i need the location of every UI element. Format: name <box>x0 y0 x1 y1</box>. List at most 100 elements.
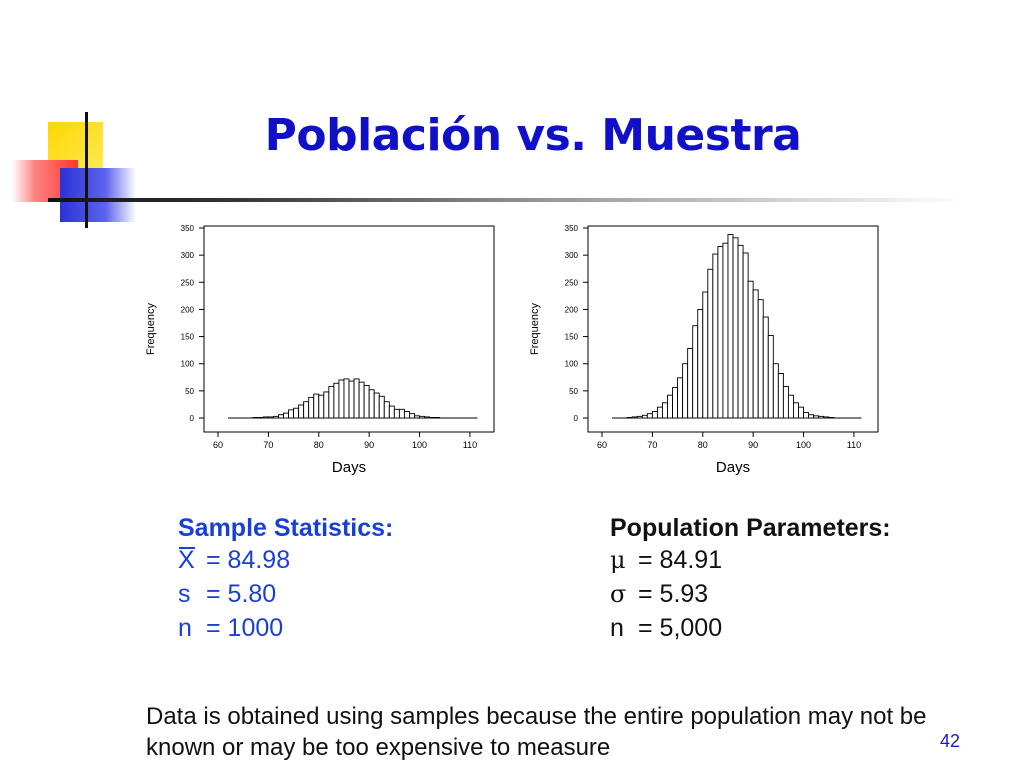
sample-sd-row: s = 5.80 <box>178 577 393 611</box>
sample-histogram: 0 50 100 150 200 250 300 350 60 70 80 90 100 110 Days F… <box>145 224 495 476</box>
x-tick-label: 100 <box>796 440 811 450</box>
histogram-bar <box>267 416 274 419</box>
histogram-bar <box>803 412 810 419</box>
histogram-bar <box>303 401 310 419</box>
histogram-bar <box>823 416 830 419</box>
y-tick-label: 100 <box>565 360 579 369</box>
histogram-bar <box>403 411 410 419</box>
sigma-symbol: σ <box>610 580 627 608</box>
histogram-bar <box>631 416 638 419</box>
y-tick-label: 350 <box>181 224 195 233</box>
x-tick-label: 80 <box>314 440 324 450</box>
y-tick-label: 250 <box>565 278 579 287</box>
histogram-bar <box>298 404 305 419</box>
x-bar-symbol: X <box>178 543 206 577</box>
histogram-bar <box>651 411 658 419</box>
histogram-bar <box>667 394 673 419</box>
histogram-bar <box>808 414 815 419</box>
y-tick-label: 100 <box>181 360 195 369</box>
histogram-bar <box>429 417 436 419</box>
histogram-bar <box>772 363 779 419</box>
histogram-bar <box>348 380 355 419</box>
histogram-bar <box>636 415 643 419</box>
histogram-bar <box>707 268 714 419</box>
y-tick-label: 0 <box>190 414 195 423</box>
y-tick-label: 200 <box>565 305 579 314</box>
histogram-bar <box>368 389 375 419</box>
histogram-bar <box>419 415 426 419</box>
histogram-bar <box>777 373 784 419</box>
histogram-bar <box>323 391 330 419</box>
histogram-bar <box>793 402 799 419</box>
histogram-bar <box>641 414 648 419</box>
y-tick-label: 0 <box>574 414 579 423</box>
histogram-bar <box>646 413 653 419</box>
histogram-bar <box>677 377 684 419</box>
footnote-text: Data is obtained using samples because t… <box>146 703 927 761</box>
histogram-bar <box>288 409 295 419</box>
x-tick-label: 80 <box>698 440 708 450</box>
histogram-bar <box>313 393 320 419</box>
histogram-bar <box>333 382 340 419</box>
histogram-bar <box>283 412 289 419</box>
population-parameters-heading: Population Parameters: <box>610 514 891 542</box>
histogram-bar <box>308 396 315 419</box>
y-tick-label: 150 <box>565 333 579 342</box>
histogram-bar <box>414 415 420 419</box>
histogram-bar <box>424 416 431 419</box>
x-tick-label: 70 <box>263 440 273 450</box>
x-tick-label: 90 <box>364 440 374 450</box>
histogram-bar <box>262 416 269 419</box>
x-tick-label: 60 <box>213 440 223 450</box>
y-tick-label: 350 <box>565 224 579 233</box>
histogram-bar <box>782 386 789 419</box>
s-symbol: s <box>178 580 191 608</box>
x-tick-label: 110 <box>463 440 477 450</box>
histogram-bar <box>338 379 345 419</box>
histogram-bar <box>388 405 395 419</box>
histogram-bar <box>687 348 694 419</box>
sample-statistics-heading: Sample Statistics: <box>178 514 394 542</box>
histogram-bar <box>409 413 415 419</box>
y-tick-label: 200 <box>181 305 195 314</box>
sample-mean-value: = 84.98 <box>206 546 291 574</box>
histogram-bar <box>682 363 689 419</box>
histogram-bar <box>722 242 729 419</box>
histogram-bar <box>702 291 709 419</box>
histogram-bar <box>737 244 744 419</box>
histogram-bar <box>767 335 774 419</box>
population-parameters: Population Parameters: μ = 84.91 σ = 5.93 … <box>610 513 891 645</box>
histogram-bar <box>278 414 284 419</box>
histogram-bar <box>383 401 390 419</box>
y-tick-label: 300 <box>565 251 579 260</box>
slide-title: Población vs. Muestra <box>264 110 802 161</box>
histogram-bar <box>697 308 704 419</box>
histogram-bar <box>798 406 804 419</box>
y-tick-label: 50 <box>185 387 194 396</box>
histogram-bar <box>747 280 754 419</box>
title-underline <box>48 198 966 202</box>
population-sd-row: σ = 5.93 <box>610 577 891 611</box>
histogram-bar <box>358 381 365 419</box>
histogram-bar <box>272 415 279 419</box>
page-number: 42 <box>940 731 961 751</box>
x-tick-label: 70 <box>647 440 657 450</box>
histogram-bar <box>717 246 724 419</box>
histogram-bar <box>742 252 749 419</box>
histogram-bar <box>727 234 734 419</box>
y-tick-label: 250 <box>181 278 195 287</box>
x-tick-label: 110 <box>847 440 861 450</box>
population-n-value: = 5,000 <box>638 614 723 642</box>
histogram-bar <box>752 289 759 419</box>
histogram-bar <box>813 415 820 419</box>
histogram-bar <box>787 394 794 419</box>
sample-n-row: n = 1000 <box>178 611 393 645</box>
histogram-bar <box>393 408 400 419</box>
plot-frame <box>587 225 879 433</box>
histogram-bar <box>672 387 679 419</box>
sample-statistics: Sample Statistics: X = 84.98 s = 5.80 n = 1… <box>178 513 393 645</box>
x-tick-label: 100 <box>412 440 427 450</box>
y-tick-label: 50 <box>569 387 578 396</box>
histogram-bar <box>252 417 259 419</box>
histogram-bar <box>732 237 739 419</box>
